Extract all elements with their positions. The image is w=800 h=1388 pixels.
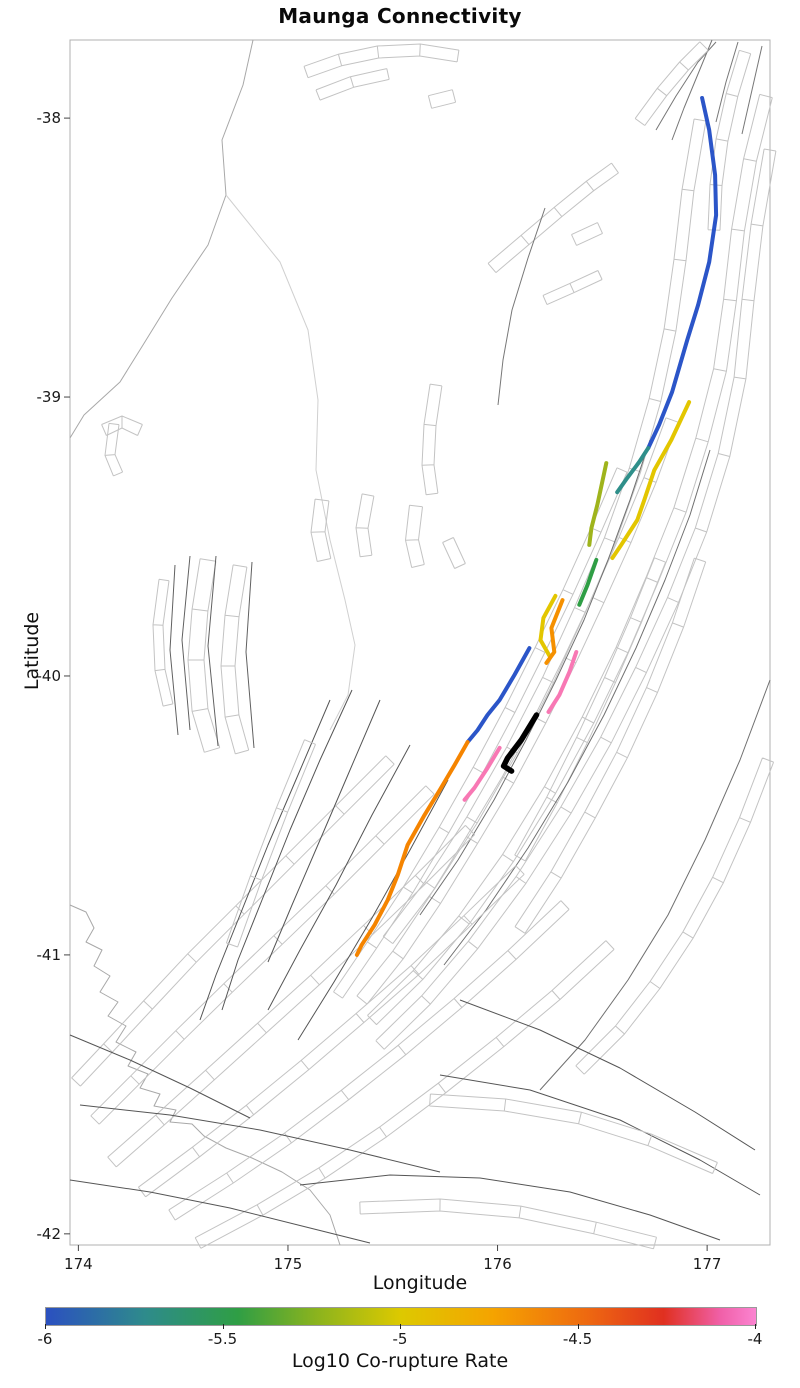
x-tick-label: 174 <box>64 1255 93 1273</box>
colorbar-tick-label: -4 <box>747 1330 763 1348</box>
fault-trace <box>71 755 395 1087</box>
fault-trace <box>303 43 460 79</box>
coast-or-fault-line <box>539 679 771 1091</box>
fault-trace <box>421 383 443 496</box>
plot-frame <box>69 39 771 1246</box>
coast-or-fault-line <box>69 39 254 439</box>
y-tick-label: -40 <box>36 666 62 685</box>
y-tick-label: -42 <box>36 1224 62 1243</box>
rupture-path-mid-blue <box>465 646 532 745</box>
fault-trace <box>514 557 667 862</box>
page-title: Maunga Connectivity <box>278 4 522 28</box>
fault-trace <box>707 49 752 231</box>
rupture-path-yellow-hook <box>538 593 558 658</box>
rupture-path-teal-link <box>615 446 651 495</box>
y-tick-label: -38 <box>36 109 62 128</box>
fault-trace <box>187 558 221 753</box>
fault-trace <box>104 422 124 477</box>
fault-trace <box>375 148 777 1050</box>
coast-or-fault-line <box>69 904 341 1246</box>
coast-or-fault-line <box>207 555 219 747</box>
fault-trace <box>333 467 628 999</box>
coast-or-fault-line <box>299 1174 721 1241</box>
colorbar-tick-label: -5.5 <box>207 1330 238 1348</box>
fault-trace <box>442 537 466 569</box>
fault-trace <box>405 504 425 568</box>
colorbar-label: Log10 Co-rupture Rate <box>291 1350 509 1372</box>
fault-trace <box>634 41 709 126</box>
rupture-path-pink-lower <box>462 745 502 802</box>
coast-or-fault-line <box>419 439 651 916</box>
coast-or-fault-line <box>69 1034 251 1119</box>
coast-or-fault-line <box>181 555 191 731</box>
fault-trace <box>427 89 457 109</box>
rupture-path-pink-upper <box>546 650 579 714</box>
fault-trace <box>359 1198 657 1250</box>
fault-trace <box>571 222 603 246</box>
colorbar-tick-mark <box>755 1324 756 1329</box>
coast-or-fault-line <box>199 699 331 1021</box>
coast-or-fault-line <box>267 699 381 963</box>
y-axis-label: Latitude <box>21 611 43 691</box>
fault-trace <box>225 739 316 948</box>
coast-or-fault-line <box>443 449 711 966</box>
coast-or-fault-line <box>245 561 255 749</box>
fault-trace <box>487 162 619 273</box>
fault-trace <box>101 415 143 436</box>
coast-or-fault-line <box>497 207 546 406</box>
fault-trace <box>168 900 570 1221</box>
coast-or-fault-line <box>439 1074 761 1196</box>
y-tick-label: -41 <box>36 945 62 964</box>
fault-trace <box>542 270 603 306</box>
coast-or-fault-line <box>225 194 356 731</box>
coast-or-fault-line <box>741 45 763 135</box>
fault-trace <box>107 825 475 1168</box>
rupture-path-black-highlight <box>500 712 540 774</box>
rupture-path-north-blue <box>646 96 719 451</box>
fault-trace <box>152 578 174 707</box>
coast-or-fault-line <box>79 1104 441 1173</box>
coast-or-fault-line <box>221 689 353 1011</box>
colorbar-tick-label: -4.5 <box>562 1330 593 1348</box>
coast-or-fault-line <box>69 1179 371 1244</box>
y-tick-label: -39 <box>36 388 62 407</box>
coast-or-fault-line <box>267 744 411 1011</box>
x-tick-label: 177 <box>692 1255 722 1273</box>
rupture-path-orange-hook <box>544 598 565 665</box>
colorbar-gradient <box>45 1307 757 1326</box>
colorbar-tick-label: -6 <box>37 1330 53 1348</box>
colorbar-tick-mark <box>45 1324 46 1329</box>
colorbar-tick-mark <box>400 1324 401 1329</box>
fault-trace <box>315 68 390 101</box>
coast-or-fault-line <box>297 779 449 1041</box>
x-tick-label: 176 <box>483 1255 512 1273</box>
map-plot <box>64 39 777 1251</box>
rupture-path-south-orange <box>354 740 470 957</box>
rupture-path-green-link <box>577 557 599 607</box>
fault-trace <box>90 785 435 1125</box>
coast-or-fault-line <box>169 564 179 736</box>
colorbar-tick-mark <box>577 1324 579 1329</box>
x-tick-label: 175 <box>273 1255 303 1273</box>
rupture-path-olive-branch <box>587 461 609 547</box>
fault-trace <box>138 865 525 1198</box>
fault-trace <box>355 493 375 558</box>
colorbar-tick-label: -5 <box>392 1330 408 1348</box>
colorbar-tick-mark <box>222 1324 224 1329</box>
coast-or-fault-line <box>715 41 739 123</box>
coast-or-fault-line <box>671 39 713 141</box>
coast-or-fault-line <box>459 999 756 1151</box>
fault-trace <box>575 757 775 1075</box>
fault-trace <box>514 557 707 934</box>
fault-trace <box>220 564 250 755</box>
fault-trace <box>429 1093 718 1174</box>
fault-trace <box>310 498 332 562</box>
rupture-path-yellow-branch <box>610 400 692 560</box>
fault-trace <box>194 940 615 1249</box>
x-axis-label: Longitude <box>372 1272 468 1294</box>
